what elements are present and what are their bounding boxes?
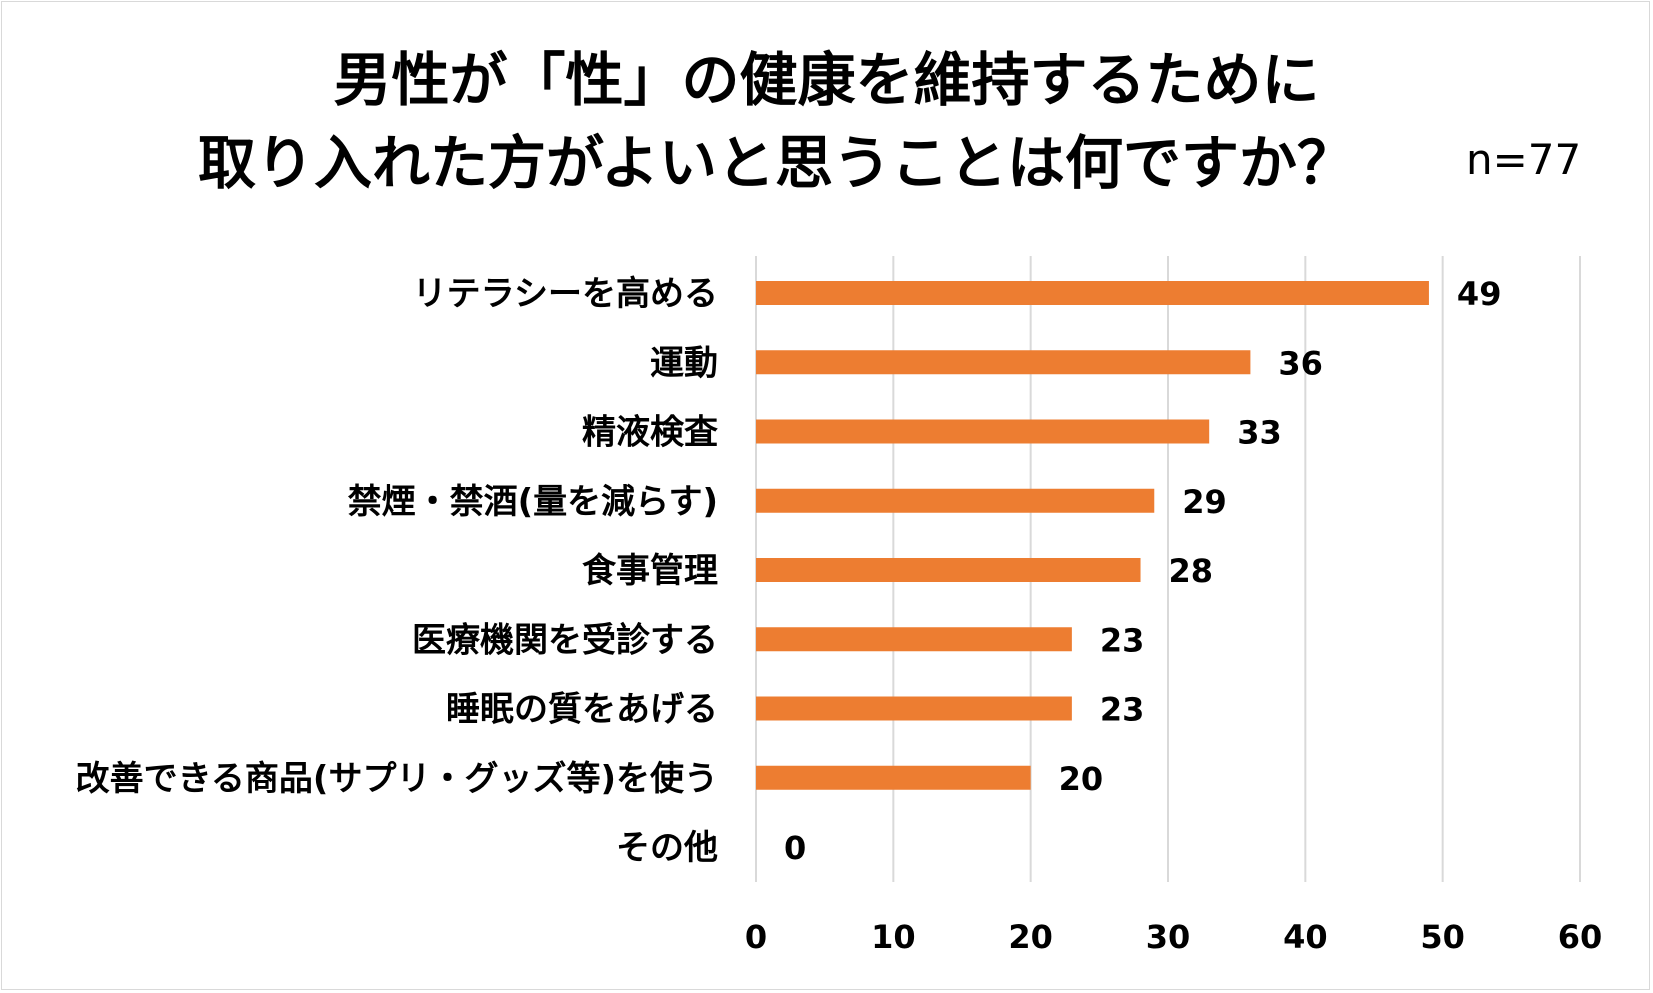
chart-title-line-2: 取り入れた方がよいと思うことは何ですか？ [197, 129, 1356, 197]
value-label: 23 [1100, 621, 1145, 659]
category-label: 改善できる商品(サプリ・グッズ等)を使う [76, 759, 718, 799]
x-tick-label: 40 [1283, 918, 1328, 956]
bar [756, 488, 1155, 513]
value-label: 36 [1278, 344, 1323, 382]
value-label: 33 [1237, 414, 1282, 452]
x-tick-label: 50 [1420, 918, 1465, 956]
value-label: 29 [1182, 483, 1227, 521]
bar [756, 765, 1031, 790]
category-label: 食事管理 [582, 551, 718, 591]
bar [756, 627, 1072, 652]
category-label: リテラシーを高める [413, 274, 718, 314]
category-label: 運動 [650, 343, 718, 383]
x-tick-label: 20 [1008, 918, 1053, 956]
bar [756, 281, 1429, 305]
category-label: 禁煙・禁酒(量を減らす) [348, 482, 718, 522]
bar [756, 558, 1141, 582]
bar [756, 419, 1210, 444]
value-label: 0 [784, 829, 806, 867]
value-label: 28 [1169, 552, 1214, 590]
chart-title-line-1: 男性が「性」の健康を維持するために [333, 46, 1320, 114]
x-tick-label: 60 [1558, 918, 1603, 956]
category-label: 睡眠の質をあげる [446, 690, 718, 730]
bar [756, 350, 1251, 375]
category-label: 医療機関を受診する [412, 620, 718, 660]
x-tick-label: 10 [871, 918, 916, 956]
sample-size-label: n=77 [1466, 135, 1582, 184]
value-label: 20 [1059, 760, 1104, 798]
x-tick-label: 0 [745, 918, 767, 956]
category-label: その他 [616, 828, 718, 868]
x-tick-label: 30 [1146, 918, 1191, 956]
value-label: 49 [1457, 275, 1502, 313]
category-label: 精液検査 [582, 413, 718, 453]
value-label: 23 [1100, 691, 1145, 729]
bar [756, 696, 1072, 721]
